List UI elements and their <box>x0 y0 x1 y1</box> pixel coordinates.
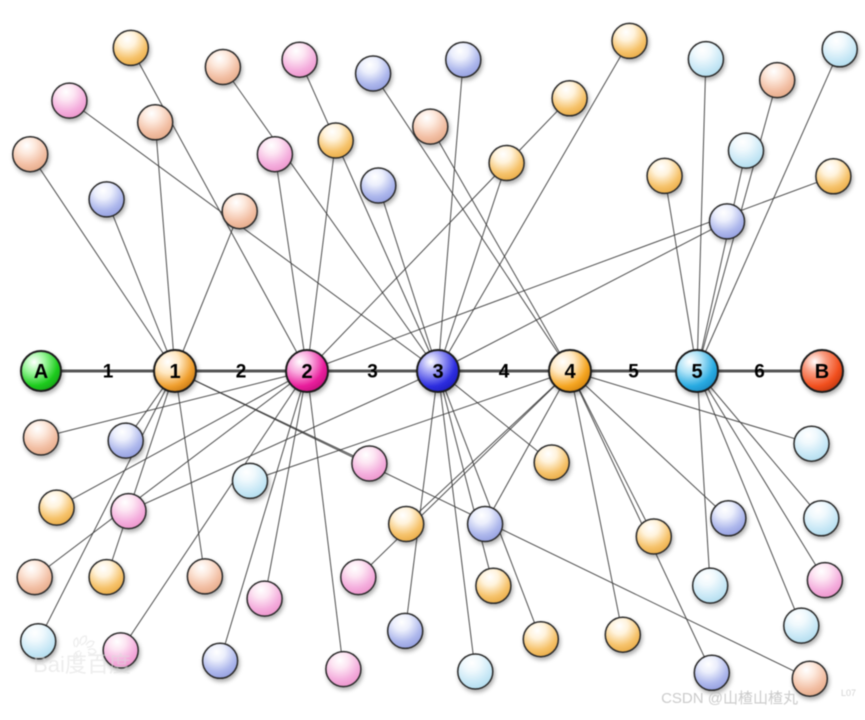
svg-text:1: 1 <box>169 361 180 383</box>
svg-text:5: 5 <box>691 361 702 383</box>
svg-text:3: 3 <box>367 362 378 383</box>
svg-text:2: 2 <box>236 362 247 383</box>
svg-text:4: 4 <box>564 361 576 383</box>
svg-text:3: 3 <box>432 361 443 383</box>
svg-text:B: B <box>815 361 829 383</box>
svg-text:L07: L07 <box>841 688 856 698</box>
svg-text:CSDN @山楂山楂丸: CSDN @山楂山楂丸 <box>661 690 798 707</box>
svg-text:6: 6 <box>754 362 765 383</box>
svg-text:A: A <box>34 361 48 383</box>
svg-text:Bai度百度: Bai度百度 <box>33 652 131 677</box>
svg-text:2: 2 <box>301 361 312 383</box>
svg-text:5: 5 <box>628 362 639 383</box>
svg-text:4: 4 <box>499 362 510 383</box>
svg-text:1: 1 <box>103 362 114 383</box>
